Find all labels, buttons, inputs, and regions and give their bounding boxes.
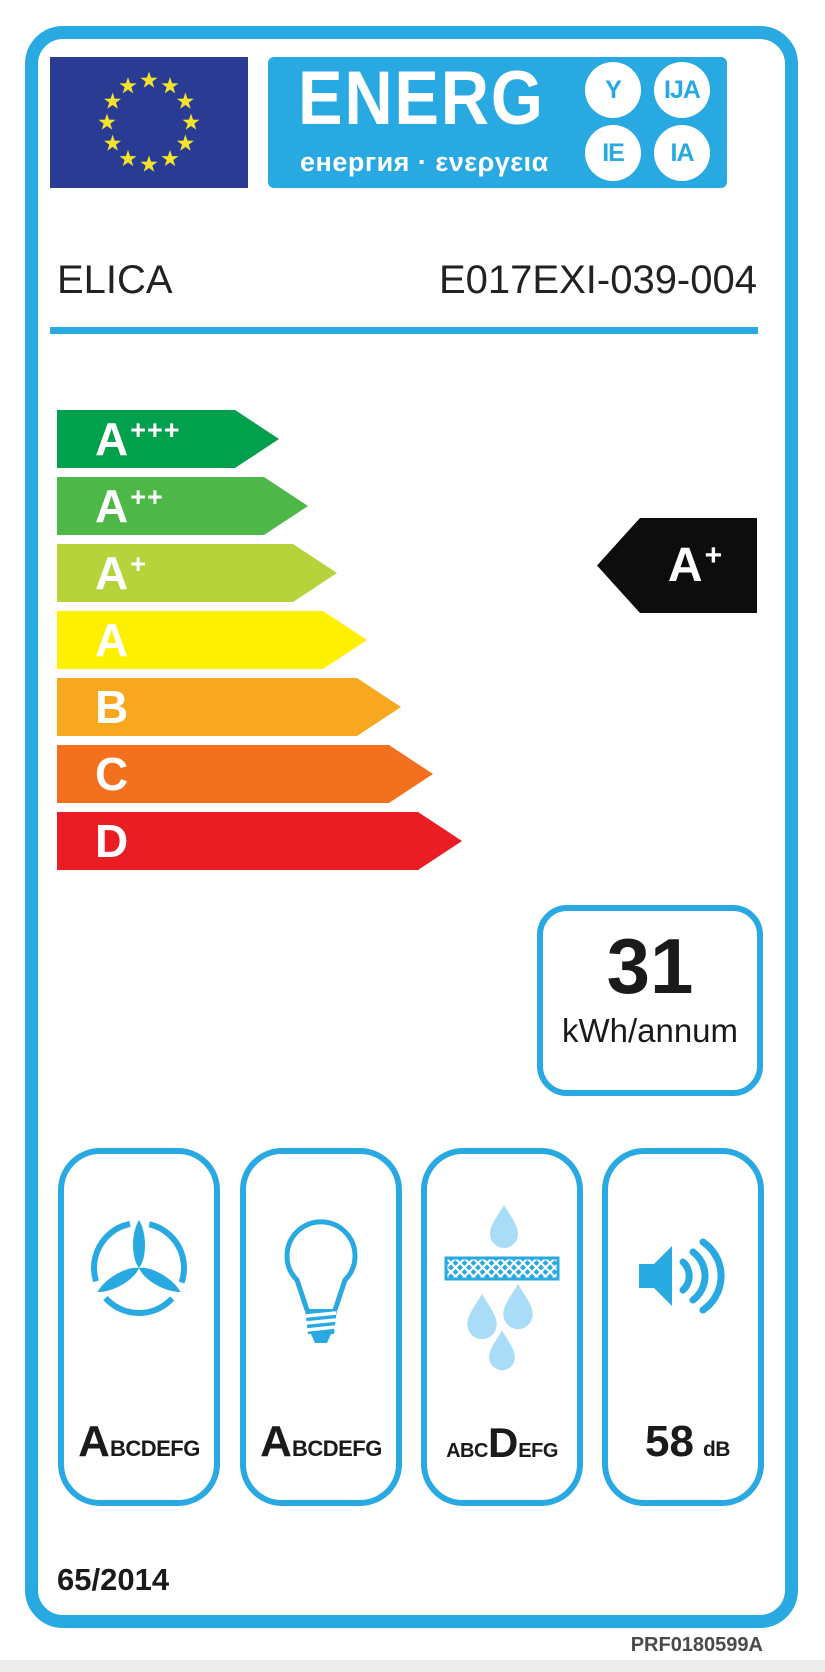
rating-arrow-a-plus-plus-plus: A +++: [57, 410, 279, 468]
current-rating-suffix: +: [704, 538, 723, 572]
arrow-letter: A: [95, 413, 129, 465]
energ-languages-text: енергия · ενεργεια: [300, 147, 549, 177]
noise-unit: dB: [702, 1438, 731, 1461]
arrow-letter: B: [95, 681, 129, 733]
class-pre: ABC: [446, 1440, 488, 1462]
arrow-letter: D: [95, 815, 129, 867]
grease-filter-icon: [442, 1200, 562, 1377]
class-big: A: [260, 1417, 292, 1466]
speaker-icon: [633, 1226, 733, 1331]
energy-consumption-value: 31: [606, 922, 694, 1010]
class-post: BCDEFG: [291, 1436, 382, 1461]
regulation-number: 65/2014: [57, 1562, 170, 1597]
light-bulb-icon: [276, 1212, 366, 1355]
eu-flag-icon: [50, 57, 248, 188]
language-badge-ie: IE: [585, 125, 641, 181]
arrow-suffix: ++: [130, 481, 164, 512]
noise-level-box: 58 dB: [602, 1148, 764, 1506]
noise-value: 58: [645, 1417, 694, 1466]
rating-arrow-c: C: [57, 745, 433, 803]
current-rating-letter: A: [667, 538, 703, 592]
fan-class-label: ABCDEFG: [64, 1420, 214, 1464]
language-badge-y: Y: [585, 62, 641, 118]
class-post: BCDEFG: [109, 1436, 200, 1461]
rating-arrow-d: D: [57, 812, 462, 870]
energ-text: ENERG: [298, 56, 545, 141]
grease-filter-box: ABCDEFG: [421, 1148, 583, 1506]
lighting-efficiency-box: ABCDEFG: [240, 1148, 402, 1506]
fan-efficiency-box: ABCDEFG: [58, 1148, 220, 1506]
rating-arrow-b: B: [57, 678, 401, 736]
class-big: A: [78, 1417, 110, 1466]
rating-arrow-a-plus: A +: [57, 544, 337, 602]
rating-arrow-a-plus-plus: A ++: [57, 477, 308, 535]
model-number: E017EXI-039-004: [438, 258, 757, 302]
energy-consumption-box: 31 kWh/annum: [537, 905, 763, 1096]
header-divider: [50, 327, 758, 334]
noise-value-label: 58 dB: [608, 1420, 758, 1464]
bottom-strip: [0, 1660, 825, 1672]
rating-arrow-a: A: [57, 611, 367, 669]
arrow-letter: A: [95, 547, 129, 599]
arrow-letter: A: [95, 480, 129, 532]
arrow-letter: A: [95, 614, 129, 666]
brand-name: ELICA: [57, 258, 173, 302]
energ-banner: ENERG енергия · ενεργεια Y IJA IE IA: [268, 57, 727, 188]
class-post: EFG: [518, 1440, 558, 1462]
class-big: D: [487, 1419, 519, 1466]
language-badge-ia: IA: [654, 125, 710, 181]
document-code: PRF0180599A: [630, 1634, 763, 1656]
arrow-suffix: +: [130, 548, 148, 579]
fan-icon: [89, 1218, 189, 1323]
lighting-class-label: ABCDEFG: [246, 1420, 396, 1464]
energy-consumption-unit: kWh/annum: [561, 1012, 739, 1049]
grease-class-label: ABCDEFG: [427, 1422, 577, 1464]
arrow-suffix: +++: [130, 414, 181, 445]
arrow-letter: C: [95, 748, 129, 800]
language-badge-ija: IJA: [654, 62, 710, 118]
